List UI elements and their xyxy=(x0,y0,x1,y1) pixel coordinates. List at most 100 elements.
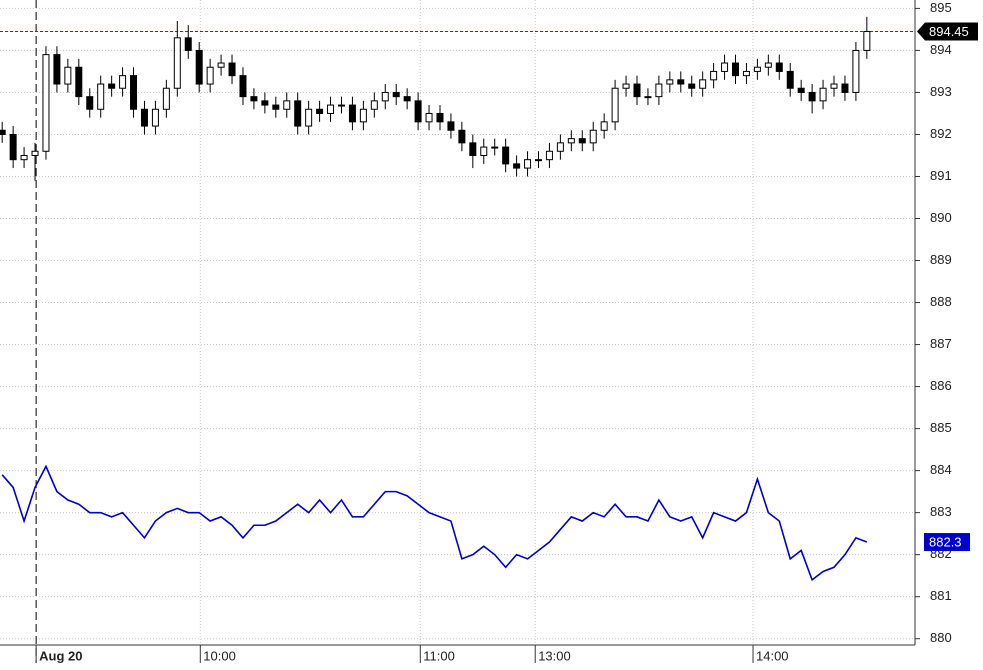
candle-body xyxy=(283,100,291,110)
candle-body xyxy=(108,83,116,89)
candle-body xyxy=(688,83,696,89)
candle-body xyxy=(97,83,105,110)
tag-shape xyxy=(917,22,978,41)
candle-body xyxy=(710,70,718,81)
y-tick-label: 893 xyxy=(930,84,952,99)
y-tick-label: 888 xyxy=(930,294,952,309)
candle-body xyxy=(414,100,422,123)
candle-body xyxy=(64,66,72,85)
y-tick-label: 887 xyxy=(930,336,952,351)
candle-body xyxy=(447,121,455,131)
candle-body xyxy=(173,37,181,89)
candle-body xyxy=(808,91,816,102)
candle-body xyxy=(666,79,674,85)
candle-body xyxy=(0,129,6,135)
last-price-tag: 894.45 xyxy=(917,22,978,41)
candle-body xyxy=(261,100,269,106)
candle-body xyxy=(75,66,83,98)
candle-body xyxy=(545,150,553,161)
candle-body xyxy=(239,75,247,98)
candle-body xyxy=(31,150,39,156)
line-series xyxy=(1,464,868,582)
candle-body xyxy=(622,83,630,89)
candle-body xyxy=(53,54,61,85)
candle-body xyxy=(327,104,335,114)
candle-body xyxy=(753,66,761,72)
candle-body xyxy=(250,96,258,102)
y-tick-label: 884 xyxy=(930,462,952,477)
candle-body xyxy=(228,62,236,77)
candle-body xyxy=(458,129,466,144)
candle-body xyxy=(677,79,685,85)
y-tick-label: 892 xyxy=(930,126,952,141)
candle-body xyxy=(370,100,378,110)
candle-body xyxy=(217,62,225,68)
candle-body xyxy=(721,62,729,72)
last-price-label: 894.45 xyxy=(929,24,969,39)
candle-body xyxy=(775,62,783,72)
candle-body xyxy=(852,49,860,93)
candle-body xyxy=(480,146,488,156)
y-tick-label: 890 xyxy=(930,210,952,225)
y-tick-label: 889 xyxy=(930,252,952,267)
candle-body xyxy=(502,146,510,165)
series-last-label: 882.3 xyxy=(929,534,962,549)
candle-body xyxy=(86,96,94,110)
y-tick-label: 895 xyxy=(930,0,952,15)
x-tick-label: 14:00 xyxy=(756,648,789,663)
candle-body xyxy=(42,54,50,152)
candle-body xyxy=(184,37,192,51)
candle-body xyxy=(119,75,127,89)
y-tick-label: 883 xyxy=(930,504,952,519)
candle-body xyxy=(556,142,564,152)
candle-body xyxy=(9,133,17,161)
candle-body xyxy=(392,91,400,98)
candle-body xyxy=(381,91,389,102)
candle-body xyxy=(305,108,313,127)
candle-body xyxy=(162,87,170,110)
candle-body xyxy=(469,142,477,156)
candle-body xyxy=(491,146,499,149)
y-tick-label: 881 xyxy=(930,588,952,603)
candle-body xyxy=(534,159,542,162)
candle-body xyxy=(337,104,345,107)
y-tick-label: 886 xyxy=(930,378,952,393)
candle-body xyxy=(294,100,302,127)
candle-body xyxy=(513,163,521,169)
candle-body xyxy=(567,138,575,144)
candle-body xyxy=(130,75,138,110)
candle-body xyxy=(316,108,324,114)
candle-body xyxy=(764,62,772,68)
candle-body xyxy=(732,62,740,77)
candle-body xyxy=(863,31,871,51)
candle-body xyxy=(589,129,597,144)
candle-body xyxy=(20,154,28,161)
candle-body xyxy=(403,96,411,102)
x-tick-label: 11:00 xyxy=(423,648,455,663)
candle-body xyxy=(578,138,586,144)
candle-body xyxy=(786,70,794,89)
x-tick-label: 13:00 xyxy=(538,648,571,663)
candle-body xyxy=(611,87,619,123)
candle-body xyxy=(195,49,203,85)
candle-body xyxy=(655,83,663,98)
series-value-tag: 882.3 xyxy=(924,533,970,552)
candle-body xyxy=(797,87,805,93)
candle-body xyxy=(830,83,838,89)
candle-body xyxy=(524,159,532,169)
candle-body xyxy=(600,121,608,131)
candle-body xyxy=(841,83,849,93)
candle-body xyxy=(348,104,356,123)
candle-body xyxy=(359,108,367,123)
y-tick-label: 880 xyxy=(930,630,952,645)
x-tick-label: 10:00 xyxy=(203,648,236,663)
candle-body xyxy=(425,112,433,123)
candle-body xyxy=(140,108,148,127)
candle-body xyxy=(436,112,444,123)
tag-shape xyxy=(924,533,970,552)
candle-body xyxy=(151,108,159,127)
y-tick-label: 885 xyxy=(930,420,952,435)
candle-body xyxy=(742,70,750,77)
